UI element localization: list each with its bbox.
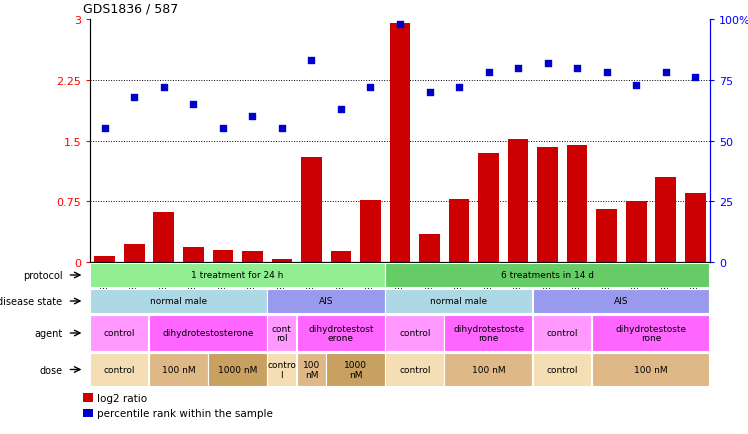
- Point: [542, 60, 554, 67]
- Bar: [90, 353, 148, 386]
- Bar: [212, 250, 233, 263]
- Point: [99, 125, 111, 132]
- Bar: [301, 158, 322, 263]
- Bar: [326, 353, 384, 386]
- Text: protocol: protocol: [23, 270, 63, 280]
- Text: 1000
nM: 1000 nM: [344, 360, 367, 379]
- Text: control: control: [547, 365, 578, 374]
- Text: AIS: AIS: [614, 297, 628, 306]
- Text: control: control: [104, 365, 135, 374]
- Text: control: control: [104, 329, 135, 338]
- Bar: [537, 148, 558, 263]
- Bar: [90, 263, 384, 288]
- Text: GDS1836 / 587: GDS1836 / 587: [82, 2, 178, 15]
- Bar: [655, 178, 676, 263]
- Text: agent: agent: [34, 328, 63, 338]
- Bar: [82, 409, 93, 418]
- Point: [482, 70, 494, 77]
- Text: control: control: [399, 329, 431, 338]
- Text: control: control: [547, 329, 578, 338]
- Bar: [385, 353, 444, 386]
- Text: normal male: normal male: [150, 297, 207, 306]
- Bar: [149, 353, 207, 386]
- Bar: [267, 289, 384, 314]
- Bar: [272, 259, 292, 263]
- Bar: [94, 257, 115, 263]
- Bar: [297, 353, 325, 386]
- Bar: [90, 289, 266, 314]
- Point: [217, 125, 229, 132]
- Bar: [419, 235, 440, 263]
- Text: log2 ratio: log2 ratio: [96, 393, 147, 403]
- Bar: [149, 315, 266, 352]
- Bar: [444, 315, 533, 352]
- Bar: [360, 201, 381, 263]
- Bar: [533, 289, 709, 314]
- Bar: [124, 245, 144, 263]
- Text: control: control: [399, 365, 431, 374]
- Bar: [385, 289, 533, 314]
- Point: [364, 84, 376, 91]
- Bar: [208, 353, 266, 386]
- Bar: [567, 145, 587, 263]
- Point: [423, 89, 435, 96]
- Point: [305, 58, 317, 65]
- Text: disease state: disease state: [0, 296, 63, 306]
- Bar: [331, 251, 352, 263]
- Bar: [267, 315, 296, 352]
- Text: contro
l: contro l: [268, 360, 296, 379]
- Point: [335, 106, 347, 113]
- Bar: [626, 202, 646, 263]
- Bar: [596, 210, 617, 263]
- Point: [601, 70, 613, 77]
- Text: 6 treatments in 14 d: 6 treatments in 14 d: [501, 271, 594, 280]
- Text: 100
nM: 100 nM: [303, 360, 320, 379]
- Point: [246, 113, 258, 120]
- Bar: [533, 315, 592, 352]
- Bar: [82, 394, 93, 402]
- Bar: [390, 24, 411, 263]
- Text: 1000 nM: 1000 nM: [218, 365, 257, 374]
- Text: normal male: normal male: [431, 297, 488, 306]
- Bar: [533, 353, 592, 386]
- Point: [571, 65, 583, 72]
- Point: [276, 125, 288, 132]
- Bar: [685, 194, 705, 263]
- Text: dihydrotestost
erone: dihydrotestost erone: [308, 324, 374, 342]
- Text: 100 nM: 100 nM: [472, 365, 506, 374]
- Text: AIS: AIS: [319, 297, 334, 306]
- Point: [129, 94, 141, 101]
- Bar: [478, 153, 499, 263]
- Text: 1 treatment for 24 h: 1 treatment for 24 h: [191, 271, 283, 280]
- Bar: [385, 315, 444, 352]
- Point: [689, 75, 701, 82]
- Bar: [508, 140, 528, 263]
- Point: [158, 84, 170, 91]
- Point: [512, 65, 524, 72]
- Bar: [592, 353, 709, 386]
- Point: [394, 21, 406, 28]
- Text: dose: dose: [40, 365, 63, 375]
- Point: [660, 70, 672, 77]
- Bar: [592, 315, 709, 352]
- Bar: [449, 199, 470, 263]
- Text: dihydrotestoste
rone: dihydrotestoste rone: [616, 324, 687, 342]
- Bar: [242, 251, 263, 263]
- Text: 100 nM: 100 nM: [162, 365, 195, 374]
- Bar: [385, 263, 709, 288]
- Point: [187, 101, 199, 108]
- Bar: [297, 315, 384, 352]
- Text: dihydrotestosterone: dihydrotestosterone: [162, 329, 254, 338]
- Point: [631, 82, 643, 89]
- Bar: [444, 353, 533, 386]
- Text: percentile rank within the sample: percentile rank within the sample: [96, 408, 272, 418]
- Text: 100 nM: 100 nM: [634, 365, 668, 374]
- Bar: [183, 248, 203, 263]
- Bar: [267, 353, 296, 386]
- Bar: [153, 212, 174, 263]
- Point: [453, 84, 465, 91]
- Text: cont
rol: cont rol: [272, 324, 292, 342]
- Bar: [90, 315, 148, 352]
- Text: dihydrotestoste
rone: dihydrotestoste rone: [453, 324, 524, 342]
